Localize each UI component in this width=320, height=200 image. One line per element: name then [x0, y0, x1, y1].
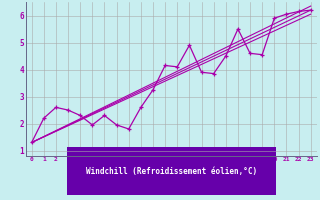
X-axis label: Windchill (Refroidissement éolien,°C): Windchill (Refroidissement éolien,°C) [86, 167, 257, 176]
